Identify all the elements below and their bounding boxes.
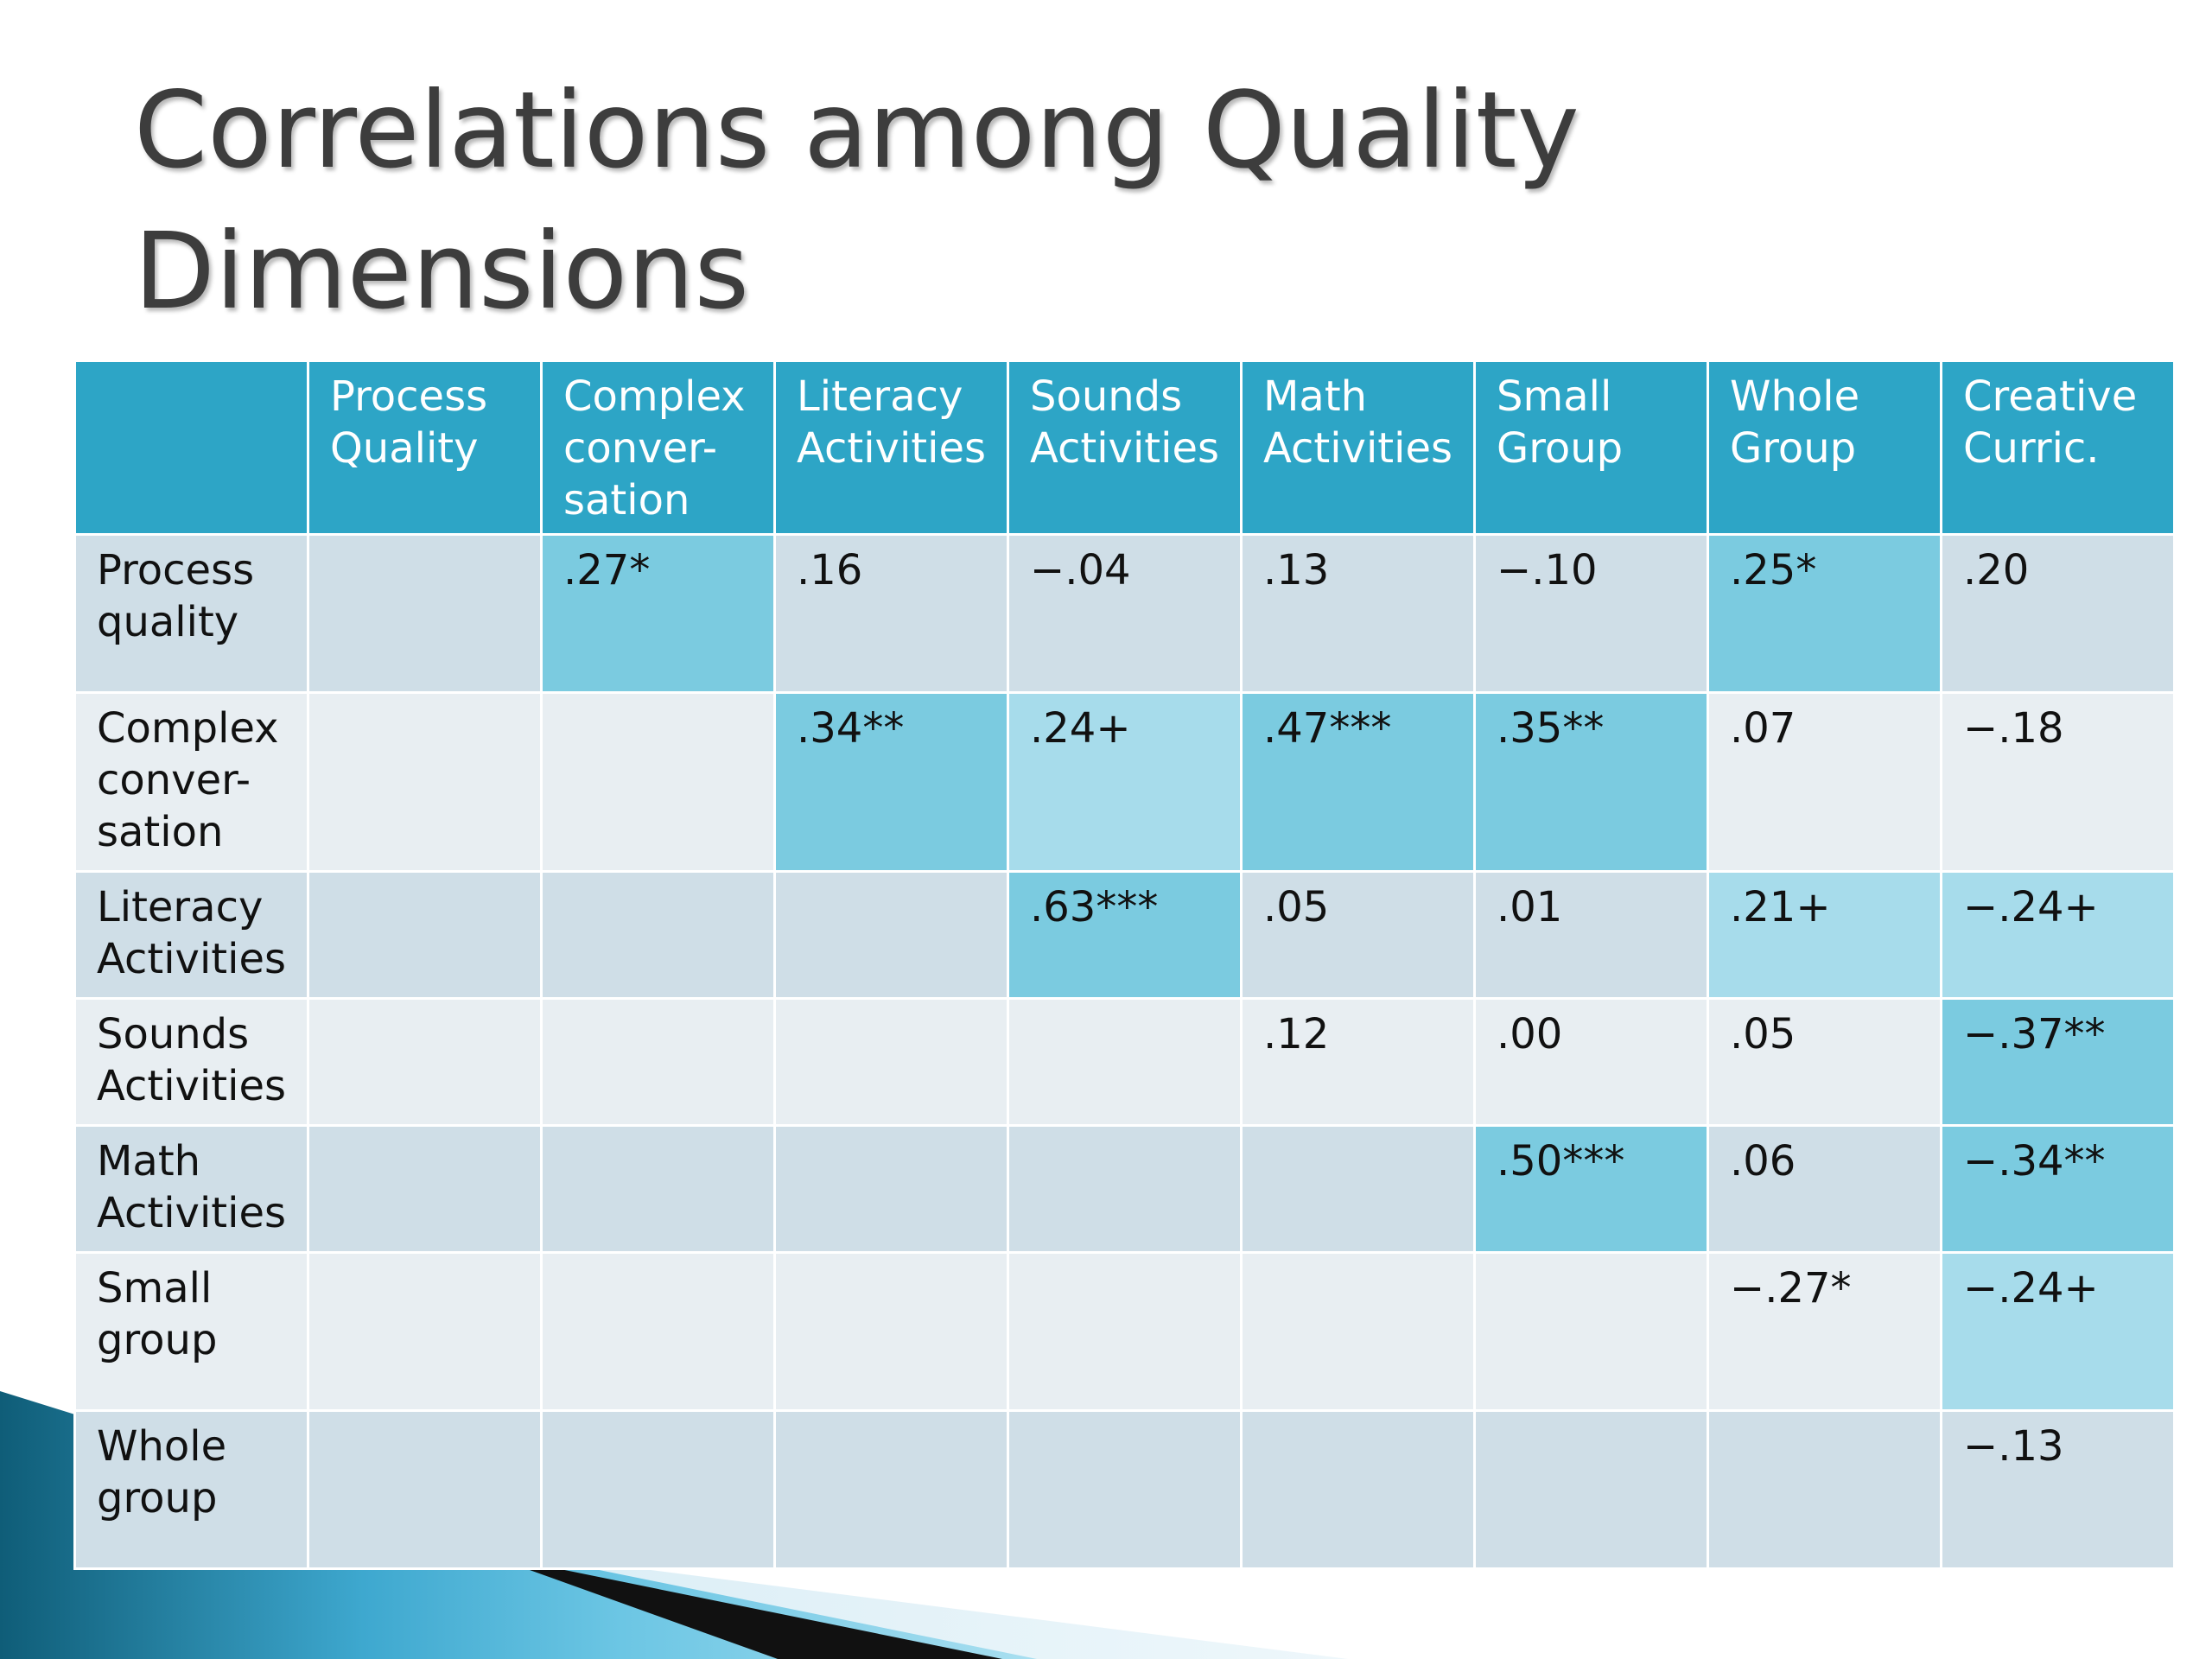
- table-cell: .06: [1707, 1124, 1942, 1254]
- table-cell: [540, 997, 776, 1127]
- column-header: Math Activities: [1240, 359, 1476, 536]
- column-header: Whole Group: [1707, 359, 1942, 536]
- table-cell: −.24+: [1940, 1251, 2176, 1412]
- table-cell: [540, 870, 776, 1000]
- table-cell: .16: [773, 533, 1009, 694]
- row-header: Process quality: [73, 533, 309, 694]
- table-cell: [307, 870, 543, 1000]
- table-cell: [1007, 1409, 1243, 1570]
- table-cell: [307, 533, 543, 694]
- table-cell: .01: [1473, 870, 1709, 1000]
- table-row: Complex conver- sation .34** .24+ .47***…: [73, 691, 2176, 873]
- table-cell: [307, 1251, 543, 1412]
- table-cell: [1707, 1409, 1942, 1570]
- table-cell: [307, 997, 543, 1127]
- column-header: Small Group: [1473, 359, 1709, 536]
- table-cell: [540, 1409, 776, 1570]
- table-cell: .07: [1707, 691, 1942, 873]
- table-cell: .27*: [540, 533, 776, 694]
- table-cell: [1240, 1124, 1476, 1254]
- table-cell: .50***: [1473, 1124, 1709, 1254]
- table-cell: [773, 1409, 1009, 1570]
- table-cell: −.37**: [1940, 997, 2176, 1127]
- table-cell: −.10: [1473, 533, 1709, 694]
- table-cell: [540, 1251, 776, 1412]
- header-row: Process Quality Complex conver- sation L…: [73, 359, 2176, 536]
- row-header: Literacy Activities: [73, 870, 309, 1000]
- table-cell: [540, 1124, 776, 1254]
- table-row: Literacy Activities .63*** .05 .01 .21+ …: [73, 870, 2176, 1000]
- slide-title: Correlations among Quality Dimensions: [134, 69, 1580, 333]
- column-header: Sounds Activities: [1007, 359, 1243, 536]
- column-header: Literacy Activities: [773, 359, 1009, 536]
- row-header: Whole group: [73, 1409, 309, 1570]
- table-cell: [1007, 1251, 1243, 1412]
- correlation-table: Process Quality Complex conver- sation L…: [73, 359, 2176, 1570]
- table-cell: [1007, 1124, 1243, 1254]
- table-row: Math Activities .50*** .06 −.34**: [73, 1124, 2176, 1254]
- row-header: Sounds Activities: [73, 997, 309, 1127]
- table-row: Small group −.27* −.24+: [73, 1251, 2176, 1412]
- column-header: Process Quality: [307, 359, 543, 536]
- table-cell: [1240, 1409, 1476, 1570]
- table-cell: −.13: [1940, 1409, 2176, 1570]
- table-row: Whole group −.13: [73, 1409, 2176, 1570]
- table-cell: .05: [1240, 870, 1476, 1000]
- table-cell: −.34**: [1940, 1124, 2176, 1254]
- column-header: Creative Curric.: [1940, 359, 2176, 536]
- table-cell: .12: [1240, 997, 1476, 1127]
- table-cell: [773, 997, 1009, 1127]
- table-cell: [1473, 1409, 1709, 1570]
- table-cell: .13: [1240, 533, 1476, 694]
- table-cell: −.27*: [1707, 1251, 1942, 1412]
- table-cell: .21+: [1707, 870, 1942, 1000]
- table-row: Process quality .27* .16 −.04 .13 −.10 .…: [73, 533, 2176, 694]
- table-cell: [1473, 1251, 1709, 1412]
- row-header: Math Activities: [73, 1124, 309, 1254]
- table-cell: .05: [1707, 997, 1942, 1127]
- table-cell: [307, 1409, 543, 1570]
- table-cell: .20: [1940, 533, 2176, 694]
- table-cell: .24+: [1007, 691, 1243, 873]
- table-cell: .63***: [1007, 870, 1243, 1000]
- table-cell: −.18: [1940, 691, 2176, 873]
- table-cell: [773, 870, 1009, 1000]
- swoosh-pale: [536, 1555, 1348, 1659]
- table-cell: .47***: [1240, 691, 1476, 873]
- table-cell: [1007, 997, 1243, 1127]
- table-cell: [307, 691, 543, 873]
- row-header: Complex conver- sation: [73, 691, 309, 873]
- table-cell: .34**: [773, 691, 1009, 873]
- table-cell: [307, 1124, 543, 1254]
- table-cell: [773, 1251, 1009, 1412]
- table-cell: .00: [1473, 997, 1709, 1127]
- column-header: Complex conver- sation: [540, 359, 776, 536]
- table-cell: [540, 691, 776, 873]
- table-cell: .25*: [1707, 533, 1942, 694]
- table-cell: [773, 1124, 1009, 1254]
- corner-cell: [73, 359, 309, 536]
- table-cell: .35**: [1473, 691, 1709, 873]
- table-row: Sounds Activities .12 .00 .05 −.37**: [73, 997, 2176, 1127]
- table-cell: −.04: [1007, 533, 1243, 694]
- row-header: Small group: [73, 1251, 309, 1412]
- table-cell: −.24+: [1940, 870, 2176, 1000]
- table-cell: [1240, 1251, 1476, 1412]
